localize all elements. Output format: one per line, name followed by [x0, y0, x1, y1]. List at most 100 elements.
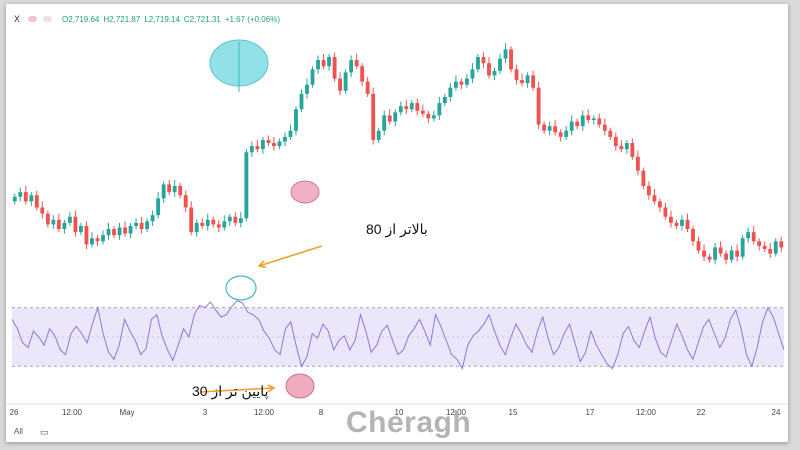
indicator-pill-icon-2[interactable]	[43, 16, 53, 22]
candle-body	[503, 49, 508, 59]
candle-body	[553, 126, 558, 133]
close-value: C2,721.31	[183, 14, 221, 24]
candle-body	[178, 186, 183, 196]
candle-body	[40, 207, 45, 214]
candle-body	[222, 221, 227, 228]
candle-body	[134, 222, 139, 226]
candle-body	[635, 156, 640, 171]
candle-body	[558, 132, 563, 137]
candle-body	[316, 60, 320, 70]
candle-body	[183, 195, 188, 208]
candle-body	[470, 69, 475, 79]
candle-body	[680, 219, 684, 226]
rsi-panel	[11, 300, 785, 370]
candle-body	[663, 207, 668, 217]
x-tick-label: 12:00	[254, 408, 275, 417]
chart-card: X O2,719.64 H2,721.87 L2,719.14 C2,721.3…	[6, 4, 788, 442]
arrow-head	[257, 260, 267, 269]
candle-body	[12, 196, 17, 202]
candle-body	[426, 113, 431, 119]
candle-body	[531, 75, 536, 88]
x-tick-label: 24	[772, 408, 781, 417]
low-value: L2,719.14	[144, 14, 180, 24]
candle-body	[602, 124, 607, 131]
candle-body	[481, 57, 486, 64]
arrow-to-rsi-low	[199, 384, 276, 393]
candle-body	[305, 84, 309, 94]
candle-body	[464, 78, 469, 85]
candle-body	[487, 63, 491, 76]
candle-body	[233, 216, 238, 223]
x-tick-label: 17	[586, 408, 595, 417]
candle-body	[288, 130, 293, 137]
candle-body	[476, 57, 480, 70]
indicator-pill-icon[interactable]	[28, 16, 38, 22]
arrow-shaft	[199, 387, 275, 393]
candle-body	[536, 87, 541, 125]
candle-body	[310, 69, 315, 85]
cheragh-logo: Cheragh	[346, 406, 472, 439]
candle-body	[707, 256, 712, 260]
calendar-icon[interactable]: ▭	[40, 427, 49, 437]
annotation-below-30: پایین تر از 30	[192, 383, 269, 400]
candle-body	[294, 109, 298, 131]
trough-circle-marker	[290, 180, 320, 204]
candle-body	[652, 195, 657, 202]
candle-body	[123, 227, 127, 234]
candle-body	[525, 75, 530, 84]
candle-body	[90, 238, 94, 245]
candle-body	[624, 143, 629, 150]
candle-body	[343, 72, 348, 91]
candle-body	[718, 247, 723, 254]
candle-body	[448, 87, 453, 97]
high-value: H2,721.87	[103, 14, 141, 24]
x-tick-label: 15	[509, 408, 518, 417]
candle-body	[156, 198, 161, 216]
candle-body	[189, 207, 194, 233]
candle-body	[150, 215, 155, 222]
candle-body	[161, 184, 166, 199]
candle-body	[255, 146, 260, 150]
candle-body	[360, 66, 365, 82]
candle-body	[260, 139, 265, 150]
candle-body	[586, 115, 591, 120]
candle-body	[365, 81, 370, 94]
candle-body	[542, 124, 547, 131]
annotation-above-80: بالاتر از 80	[366, 221, 428, 238]
candle-body	[277, 141, 282, 147]
candle-body	[657, 201, 662, 208]
candle-body	[73, 216, 78, 233]
candle-body	[227, 216, 232, 222]
candle-body	[167, 184, 172, 193]
candle-body	[509, 49, 513, 70]
candle-body	[713, 247, 718, 260]
candle-body	[415, 103, 420, 111]
candle-body	[244, 152, 249, 219]
candle-body	[67, 216, 72, 223]
candle-body	[321, 60, 326, 67]
candle-body	[299, 93, 304, 110]
candle-body	[200, 222, 205, 226]
range-all-button[interactable]: All	[14, 427, 23, 436]
candle-body	[498, 58, 502, 71]
candle-body	[266, 139, 271, 144]
chart-svg[interactable]: 26 12:00 May 3 12:00 8 10 12:00 15 17 12:00 22 24 با…	[6, 4, 788, 442]
candle-body	[641, 170, 646, 187]
symbol-label[interactable]: X	[14, 14, 21, 24]
candle-body	[194, 222, 199, 233]
candle-body	[564, 130, 569, 137]
candle-body	[740, 238, 745, 257]
price-panel	[12, 43, 784, 265]
open-value: O2,719.64	[62, 14, 100, 24]
candle-body	[332, 57, 337, 79]
candle-body	[56, 219, 61, 230]
arrow-to-rsi-high	[257, 245, 323, 269]
candle-body	[172, 186, 177, 193]
candle-body	[520, 80, 525, 84]
candle-body	[569, 121, 574, 131]
x-tick-label: 12:00	[62, 408, 83, 417]
candle-body	[779, 241, 784, 248]
candle-body	[18, 192, 23, 197]
candle-body	[112, 229, 116, 236]
